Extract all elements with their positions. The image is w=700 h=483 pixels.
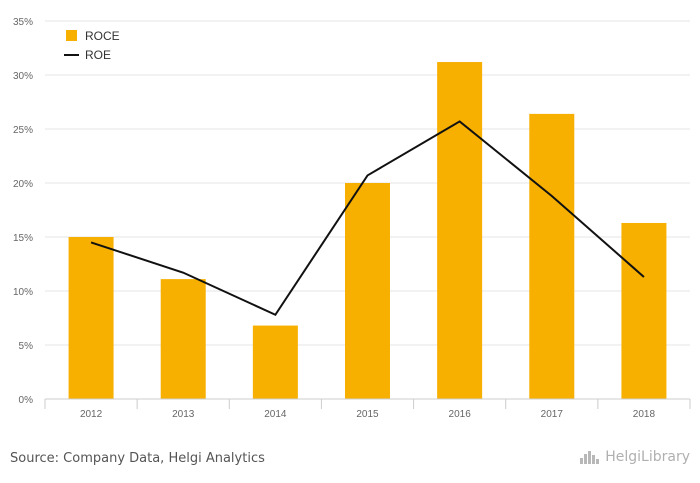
roce-bar	[621, 222, 667, 399]
x-tick-label: 2013	[172, 409, 195, 420]
brand-logo: HelgiLibrary	[579, 449, 690, 465]
y-tick-label: 0%	[19, 395, 34, 406]
y-tick-label: 15%	[13, 233, 33, 244]
brand-name: HelgiLibrary	[605, 449, 690, 465]
roe-line-series	[90, 120, 645, 317]
legend-swatch-roce	[66, 30, 77, 41]
y-tick-label: 25%	[13, 125, 33, 136]
y-axis: 0% 5% 10% 15% 20% 25% 30% 35%	[13, 17, 33, 406]
x-tick-label: 2015	[356, 409, 379, 420]
x-tick-label: 2012	[80, 409, 103, 420]
legend-label-roce: ROCE	[85, 29, 120, 43]
roce-bars	[68, 62, 667, 399]
legend: ROCE ROE	[64, 29, 120, 62]
roce-bar	[529, 113, 575, 399]
y-tick-label: 35%	[13, 17, 33, 28]
y-tick-label: 20%	[13, 179, 33, 190]
y-tick-label: 5%	[19, 341, 34, 352]
chart: 0%5%10%15%20%25%30%35% 2012 2013 2014 2015 2…	[13, 17, 691, 420]
source-note: Source: Company Data, Helgi Analytics	[10, 451, 265, 466]
building-icon	[580, 451, 600, 464]
roce-bar	[68, 237, 114, 399]
y-tick-label: 10%	[13, 287, 33, 298]
x-tick-label: 2018	[633, 409, 656, 420]
roce-bar	[252, 325, 298, 399]
roce-bar	[437, 62, 483, 399]
x-axis: 2012 2013 2014 2015 2016 2017 2018	[44, 398, 691, 420]
roce-bar	[345, 183, 390, 399]
legend-label-roe: ROE	[85, 48, 111, 62]
x-tick-label: 2014	[264, 409, 287, 420]
roce-bar	[160, 279, 206, 399]
x-tick-label: 2017	[541, 409, 564, 420]
x-tick-label: 2016	[449, 409, 472, 420]
y-tick-label: 30%	[13, 71, 33, 82]
